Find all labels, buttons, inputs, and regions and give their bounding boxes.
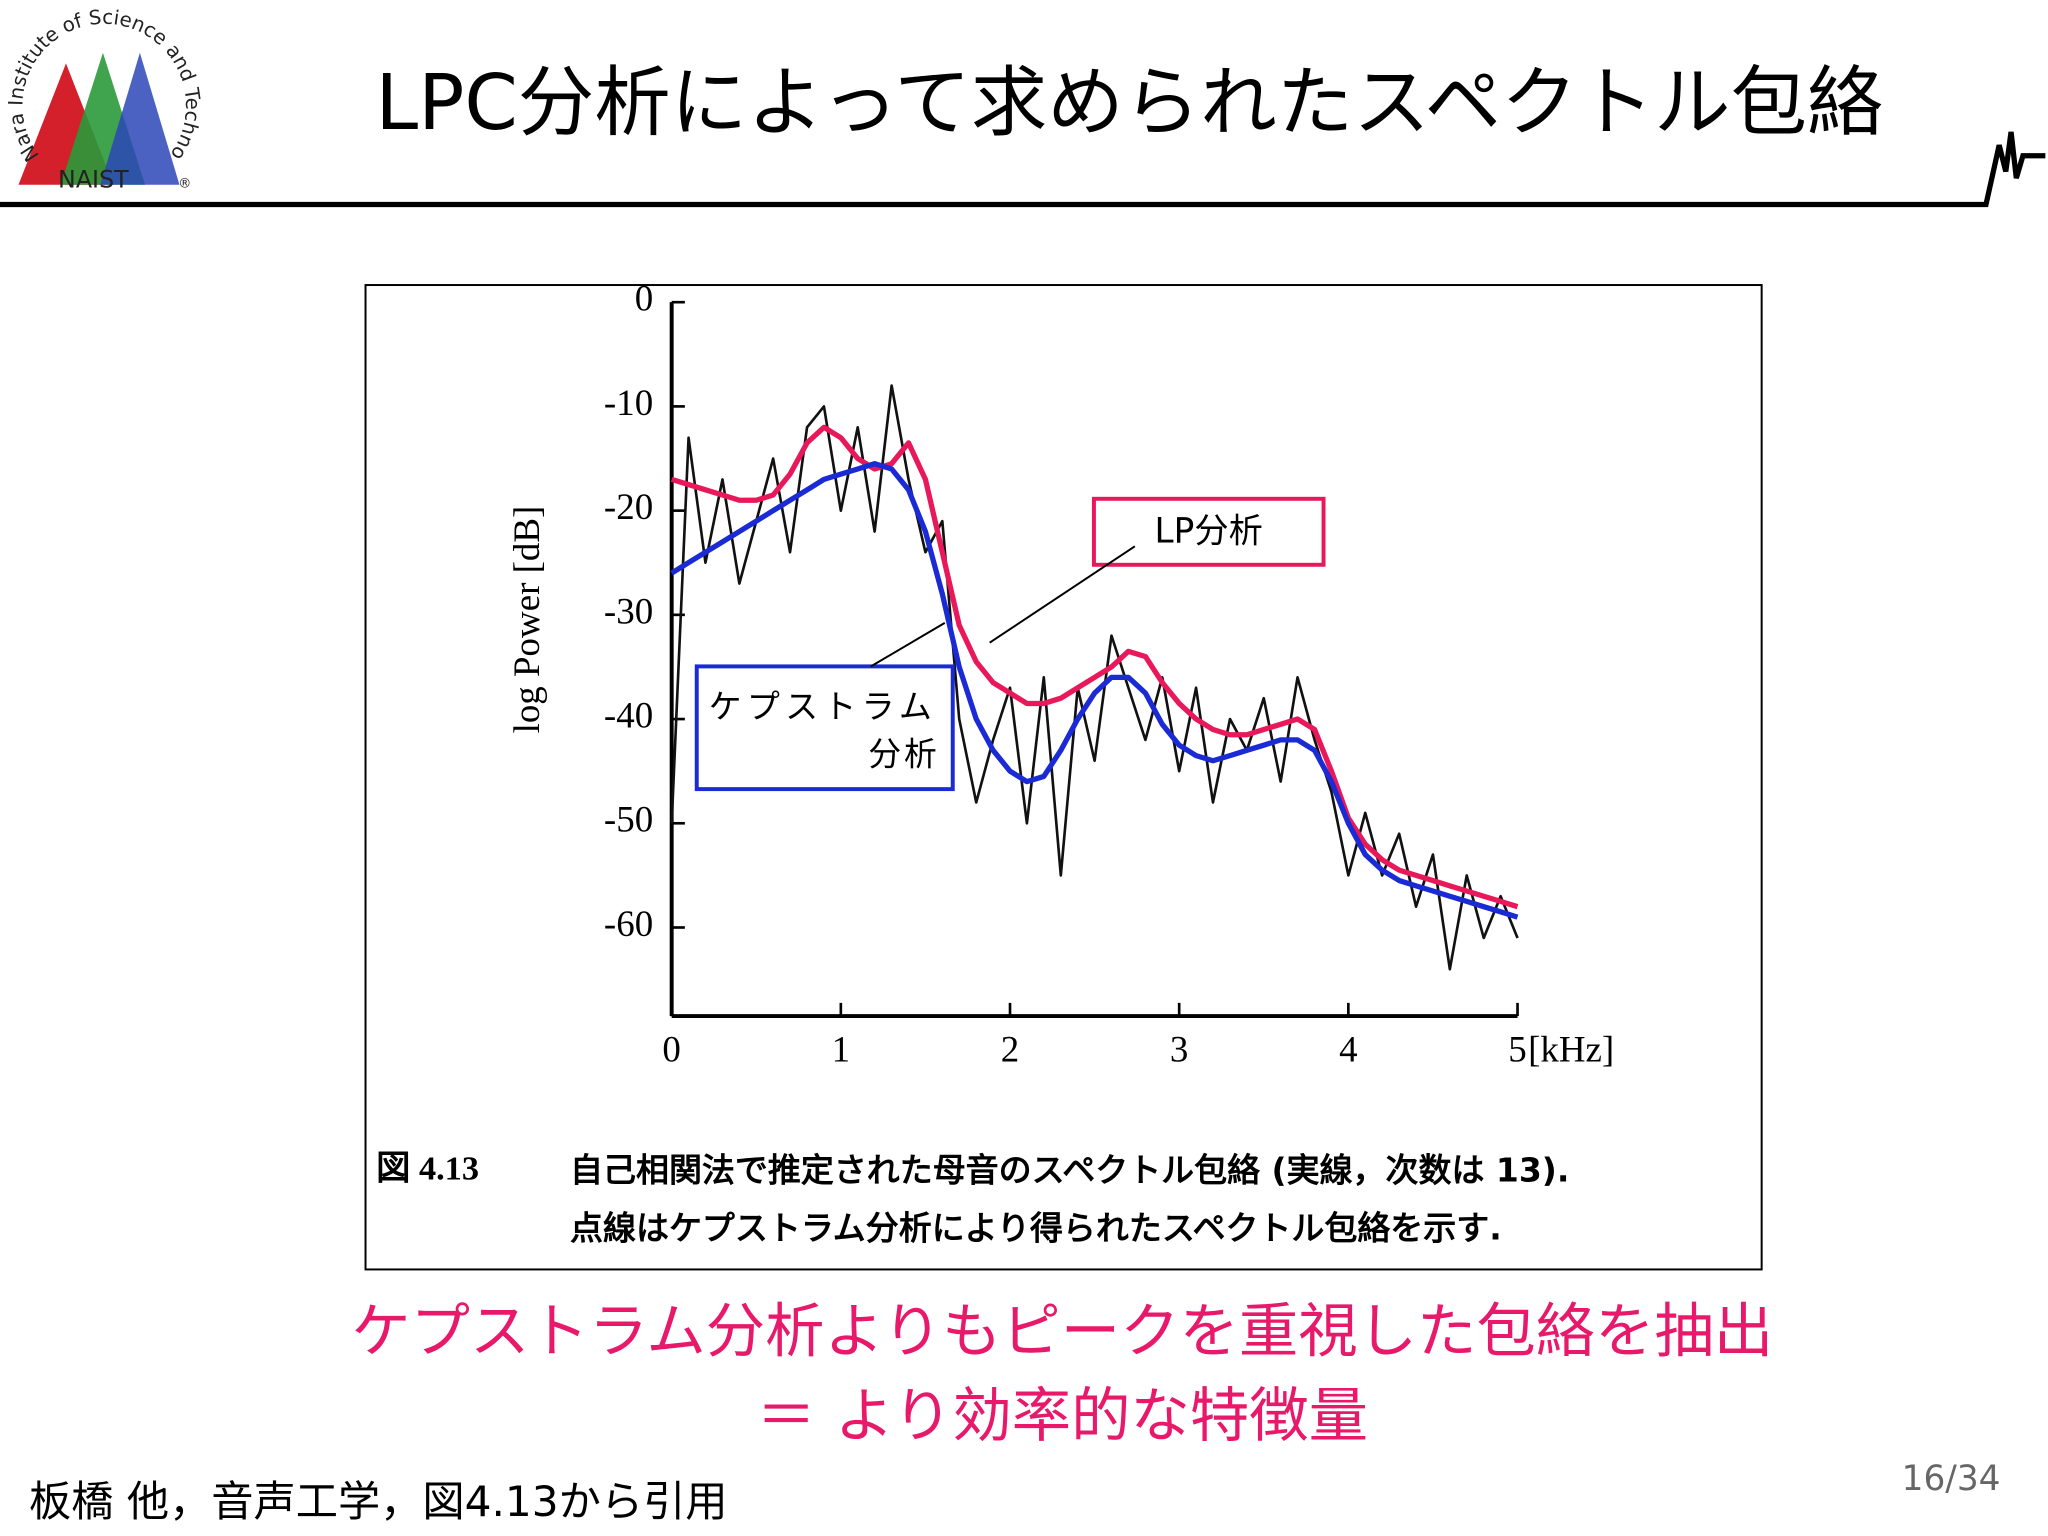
y-tick-label: 0 [635,278,653,319]
annotation-box [1091,496,1326,567]
y-tick-label: -40 [604,695,653,736]
annotation-lp: LP分析 [989,496,1326,644]
y-tick-label: -20 [604,486,653,527]
plot: 0 -10 -20 -30 -40 -50 -60 0 1 2 3 4 5 [kHz] log Power … [506,278,1614,1070]
series-line [670,424,1519,910]
x-tick-label: 2 [1001,1029,1019,1070]
annotation-text: 分析 [868,735,939,774]
caption-label: 図 4.13 [376,1150,479,1188]
annotation-box [694,664,955,792]
logo-shape [100,52,180,185]
title-rule [0,131,2046,208]
y-tick-label: -10 [604,382,653,423]
series-line [670,461,1519,920]
x-tick-label: 1 [832,1029,850,1070]
logo: Nara Institute of Science and Technology… [0,0,204,193]
annotation-arrow [870,621,946,668]
caption-line: 点線はケプストラム分析により得られたスペクトル包絡を示す. [570,1208,1502,1247]
y-tick-label: -60 [604,903,653,944]
y-tick-label: -50 [604,799,653,840]
annotation-text: ケプストラム [709,687,938,726]
x-unit: [kHz] [1528,1029,1614,1070]
annotation-text: LP分析 [1155,512,1263,552]
y-axis-label: log Power [dB] [506,506,547,734]
x-tick-label: 4 [1339,1029,1357,1070]
title: LPC分析によって求められたスペクトル包絡 [376,59,1884,148]
logo-mark: ® [178,176,191,191]
figure-frame [364,284,1763,1271]
y-tick-label: -30 [604,590,653,631]
highlight-text: ＝ より効率的な特徴量 [757,1382,1368,1451]
annotation-cepstrum: ケプストラム 分析 [694,621,955,792]
logo-name: NAIST [58,165,129,193]
x-tick-label: 3 [1170,1029,1188,1070]
page-number: 16/34 [1902,1459,2001,1499]
x-tick-label: 0 [662,1029,680,1070]
highlight-text: ケプストラム分析よりもピークを重視した包絡を抽出 [351,1298,1773,1367]
caption-line: 自己相関法で推定された母音のスペクトル包絡 (実線，次数は 13). [570,1150,1569,1189]
annotation-arrow [989,545,1136,644]
citation: 板橋 他，音声工学，図4.13から引用 [29,1477,728,1526]
x-tick-label: 5 [1508,1029,1526,1070]
